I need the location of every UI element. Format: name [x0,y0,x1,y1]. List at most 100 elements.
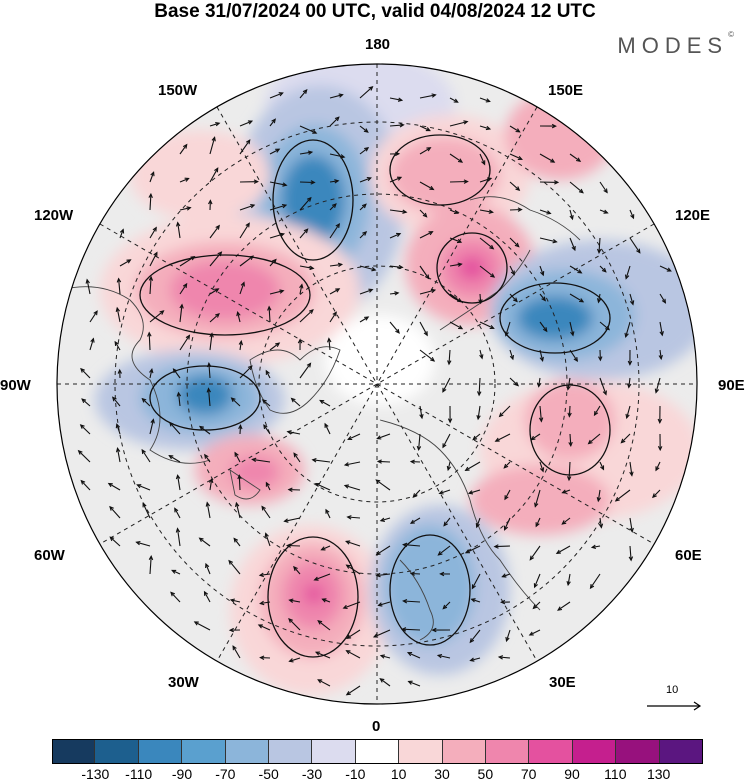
wind-vector-head [203,590,209,596]
wind-vector [479,177,492,183]
wind-vector-head [281,203,288,209]
wind-vector-head [279,232,286,238]
wind-vector [141,449,151,463]
wind-vector [265,370,271,379]
wind-vector [322,598,331,603]
wind-vector [119,259,131,267]
wind-vector-head [288,617,293,623]
wind-vector-head [628,556,634,562]
lon-label-90w: 90W [0,377,31,394]
wind-vector [504,517,511,530]
wind-vector-head [505,636,510,643]
wind-vector [209,313,220,323]
wind-vector [263,424,271,435]
wind-vector-head [425,127,431,132]
wind-vector-head [375,550,381,556]
colorbar-swatch [616,739,660,763]
wind-vector [539,321,548,332]
wind-vector-head [147,331,152,337]
reference-vector-label: 10 [666,684,679,696]
wind-vector [112,396,121,407]
wind-vector-head [423,331,428,337]
wind-vector-head [627,360,633,366]
wind-vector-head [458,325,464,330]
wind-vector-head [629,527,634,533]
wind-vector-head [150,418,155,424]
wind-vector [209,137,216,155]
wind-vector-head [267,305,272,311]
wind-vector-head [265,481,270,487]
wind-vector-head [334,179,340,184]
wind-vector-head [171,569,177,574]
wind-vector-head [510,270,515,276]
wind-vector [626,405,631,419]
colorbar-tick-label: 110 [604,766,627,782]
wind-vector-head [561,489,567,494]
wind-vector-head [488,209,494,214]
map-title: Base 31/07/2024 00 UTC, valid 04/08/2024… [154,1,596,22]
wind-vector [419,349,435,362]
wind-vector [209,168,219,183]
colorbar-swatch [442,739,487,763]
wind-vector [288,618,301,631]
wind-vector-head [379,678,385,683]
wind-vector [289,657,301,662]
wind-vector [419,265,430,279]
wind-vector-head [198,537,204,542]
wind-vector-head [148,275,154,281]
colorbar-tick-label: -90 [171,766,193,782]
graticule [57,64,697,704]
wind-vector-head [264,532,269,538]
wind-vector [629,517,633,532]
wind-vector [419,147,431,155]
wind-vector-head [115,306,121,313]
wind-vector [629,237,641,254]
wind-vector-head [379,654,385,659]
wind-vector [142,398,151,407]
wind-vector [479,265,495,278]
wind-vector [448,349,451,365]
wind-vector [149,227,157,239]
wind-vector-head [205,562,210,569]
wind-vector-head [259,600,265,606]
wind-vector-head [589,584,595,590]
wind-vector-head [290,397,296,403]
wind-vector-head [347,435,353,441]
wind-vector-head [288,598,294,603]
wind-vector-head [573,357,578,363]
wind-vector-head [111,396,117,402]
wind-vector [268,306,271,323]
wind-vector-head [657,418,663,424]
wind-vector-head [362,231,368,236]
wind-vector [469,629,481,643]
wind-vector [442,433,451,448]
wind-vector [299,309,314,323]
wind-vector-head [285,543,292,548]
wind-vector [207,388,211,407]
wind-vector-head [442,604,448,610]
wind-vector [329,94,343,99]
wind-vector [539,153,555,163]
colorbar-swatch [138,739,183,763]
wind-vector [299,197,312,211]
wind-vector [108,483,121,491]
wind-vector [509,293,518,302]
wind-vector [479,349,483,359]
wind-vector [205,563,211,575]
wind-vector-head [624,274,630,280]
wind-vector [204,591,211,603]
wind-vector-head [587,439,593,445]
wind-vector [86,279,91,295]
wind-vector [344,461,361,466]
wind-vector-head [317,620,323,625]
colorbar-swatch [659,739,703,763]
wind-vector-head [655,466,660,472]
lon-label-180: 180 [365,36,391,53]
wind-vector-head [436,653,443,659]
wind-vector [269,92,283,99]
wind-vector [89,338,94,351]
wind-vector-head [345,691,351,696]
colorbar-swatch [572,739,617,763]
wind-vector-head [265,369,270,375]
wind-vector [659,321,663,336]
